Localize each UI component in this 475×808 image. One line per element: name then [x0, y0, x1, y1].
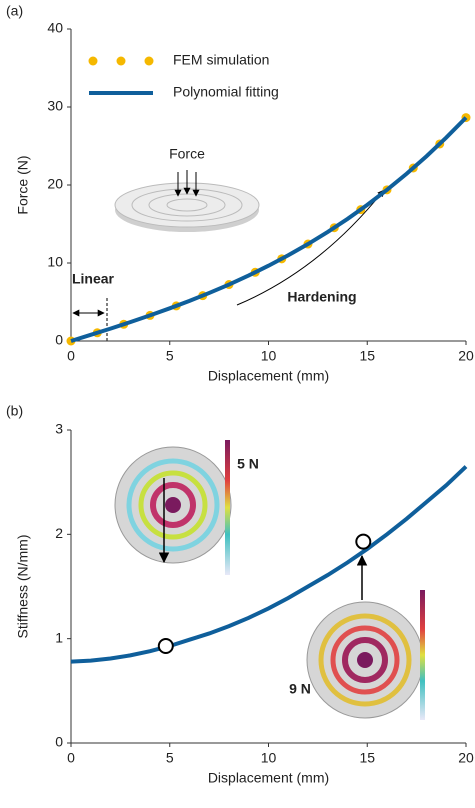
inset-9n	[307, 590, 425, 720]
inset-disk	[115, 170, 259, 232]
legend-label: Polynomial fitting	[173, 84, 279, 100]
y-tick-label: 10	[47, 254, 63, 270]
legend-label: FEM simulation	[173, 52, 269, 68]
y-tick-label: 0	[55, 332, 63, 348]
point	[159, 639, 173, 653]
x-tick-label: 0	[67, 750, 75, 766]
x-tick-label: 10	[261, 750, 277, 766]
y-tick-label: 3	[55, 421, 63, 437]
x-tick-label: 0	[67, 348, 75, 364]
y-tick-label: 0	[55, 734, 63, 750]
y-tick-label: 2	[55, 525, 63, 541]
y-axis-label: Stiffness (N/mm)	[15, 535, 31, 639]
y-tick-label: 40	[47, 20, 63, 36]
annotation: Force	[169, 146, 205, 162]
annotation: 9 N	[289, 681, 311, 697]
chart: 01020304005101520Displacement (mm)Force …	[0, 0, 475, 803]
point	[356, 535, 370, 549]
x-tick-label: 15	[359, 348, 375, 364]
x-tick-label: 20	[458, 348, 474, 364]
x-tick-label: 5	[166, 348, 174, 364]
annotation: Hardening	[287, 289, 356, 305]
y-tick-label: 20	[47, 176, 63, 192]
legend-marker	[89, 57, 98, 66]
panel-label: (a)	[6, 3, 23, 19]
annotation: Linear	[72, 271, 115, 287]
y-tick-label: 1	[55, 629, 63, 645]
fit-line	[71, 118, 466, 341]
x-tick-label: 5	[166, 750, 174, 766]
annotation: 5 N	[237, 456, 259, 472]
inset-5n	[115, 440, 231, 575]
legend-marker	[145, 57, 154, 66]
y-tick-label: 30	[47, 98, 63, 114]
legend-marker	[117, 57, 126, 66]
x-axis-label: Displacement (mm)	[208, 368, 329, 384]
x-tick-label: 10	[261, 348, 277, 364]
y-axis-label: Force (N)	[15, 155, 31, 214]
panel-label: (b)	[6, 403, 23, 419]
x-tick-label: 15	[359, 750, 375, 766]
x-axis-label: Displacement (mm)	[208, 770, 329, 786]
x-tick-label: 20	[458, 750, 474, 766]
